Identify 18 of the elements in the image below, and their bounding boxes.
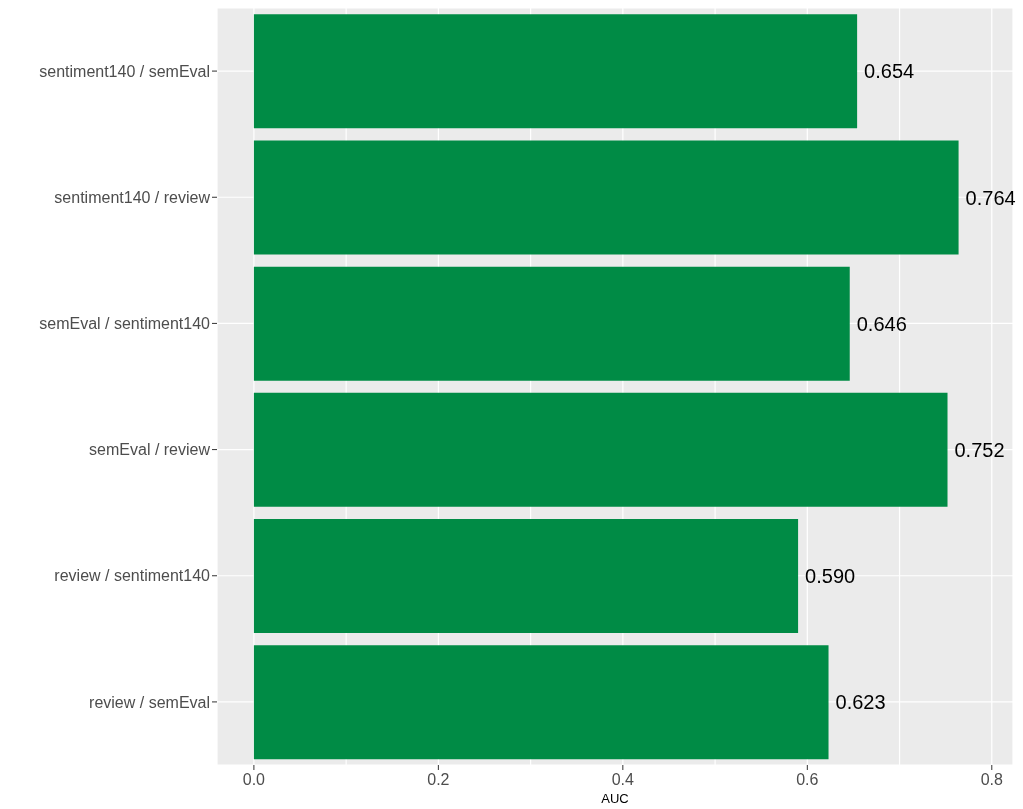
data-label: 0.654 xyxy=(864,60,915,83)
x-tick-label: 0.8 xyxy=(980,771,1003,788)
data-label: 0.623 xyxy=(835,691,886,714)
x-tick-label: 0.6 xyxy=(796,771,819,788)
data-label: 0.646 xyxy=(856,312,907,335)
y-tick-label: sentiment140 / review xyxy=(54,188,211,206)
y-tick-label: sentiment140 / semEval xyxy=(39,62,210,80)
x-tick-label: 0.2 xyxy=(427,771,450,788)
y-tick-label: review / semEval xyxy=(89,693,210,711)
y-tick-label: review / sentiment140 xyxy=(54,567,211,585)
data-label: 0.590 xyxy=(805,565,856,588)
x-tick-label: 0.4 xyxy=(611,771,635,788)
x-axis-title: AUC xyxy=(601,791,629,806)
data-label: 0.764 xyxy=(965,186,1016,209)
x-tick-label: 0.0 xyxy=(242,771,266,788)
y-tick-label: semEval / review xyxy=(89,441,211,459)
y-tick-label: semEval / sentiment140 xyxy=(39,315,211,333)
data-label: 0.752 xyxy=(954,438,1005,461)
